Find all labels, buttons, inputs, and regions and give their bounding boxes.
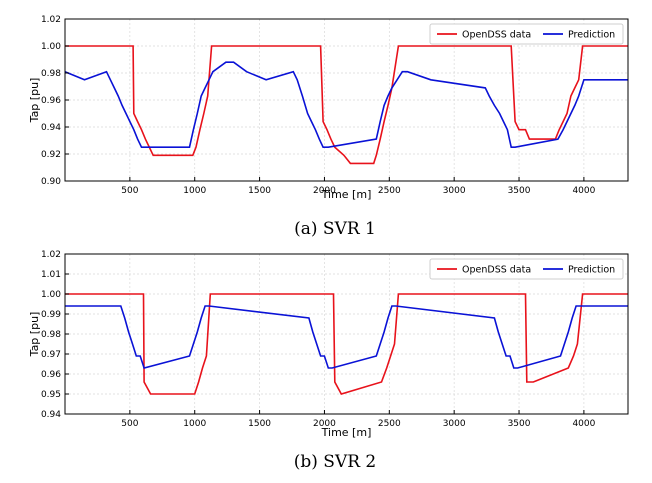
x-tick-label: 3500 (508, 419, 531, 429)
x-tick-label: 500 (121, 419, 138, 429)
y-tick-label: 0.95 (41, 390, 61, 400)
x-tick-label: 1500 (248, 186, 271, 196)
y-tick-label: 0.92 (41, 150, 61, 160)
x-tick-label: 3500 (508, 186, 531, 196)
legend-label-prediction: Prediction (568, 265, 615, 276)
y-tick-label: 1.00 (41, 290, 61, 300)
legend-box (429, 23, 624, 45)
legend-label-opendss: OpenDSS data (462, 30, 531, 41)
x-tick-label: 1000 (183, 186, 206, 196)
x-tick-label: 2500 (378, 419, 401, 429)
y-axis-label: Tap [pu] (28, 312, 41, 358)
x-tick-label: 1500 (248, 419, 271, 429)
legend-label-prediction: Prediction (568, 30, 615, 41)
figure-caption: (b) SVR 2 (294, 452, 377, 472)
series-line-opendss (65, 293, 628, 395)
y-tick-label: 0.94 (41, 410, 61, 420)
series-line-prediction (64, 61, 628, 148)
x-tick-label: 2000 (313, 186, 336, 196)
y-tick-label: 1.02 (41, 250, 61, 260)
y-tick-label: 1.01 (41, 270, 61, 280)
y-tick-label: 0.96 (41, 370, 61, 380)
y-tick-label: 1.02 (41, 15, 61, 25)
chart-svr2: 500 1000 1500 2000 2500 3000 3500 4000 0.94 0.95 0… (28, 250, 629, 472)
legend-label-opendss: OpenDSS data (462, 265, 531, 276)
chart-svr1: 500 1000 1500 2000 2500 3000 3500 4000 0.90 0.92 0… (28, 15, 629, 239)
x-tick-label: 3000 (443, 419, 466, 429)
y-tick-label: 0.96 (41, 96, 61, 106)
series-line-opendss (65, 45, 628, 165)
x-tick-label: 4000 (572, 419, 595, 429)
series-line-prediction (65, 305, 628, 369)
y-tick-label: 0.97 (41, 350, 61, 360)
y-tick-label: 0.98 (41, 69, 61, 79)
legend-box (429, 258, 624, 280)
legend: OpenDSS data Prediction (429, 258, 624, 280)
x-tick-label: 4000 (572, 186, 595, 196)
y-tick-label: 0.98 (41, 330, 61, 340)
x-tick-label: 2500 (378, 186, 401, 196)
y-tick-label: 0.99 (41, 310, 61, 320)
y-tick-label: 1.00 (41, 42, 61, 52)
x-tick-label: 2000 (313, 419, 336, 429)
x-tick-label: 3000 (443, 186, 466, 196)
x-tick-label: 1000 (183, 419, 206, 429)
x-tick-label: 500 (121, 186, 138, 196)
x-axis-label: Time [m] (321, 188, 372, 201)
y-tick-label: 0.94 (41, 123, 61, 133)
y-axis-label: Tap [pu] (28, 78, 41, 124)
legend: OpenDSS data Prediction (429, 23, 624, 45)
x-axis-label: Time [m] (321, 426, 372, 439)
figure-caption: (a) SVR 1 (294, 219, 376, 239)
y-tick-label: 0.90 (41, 177, 61, 187)
